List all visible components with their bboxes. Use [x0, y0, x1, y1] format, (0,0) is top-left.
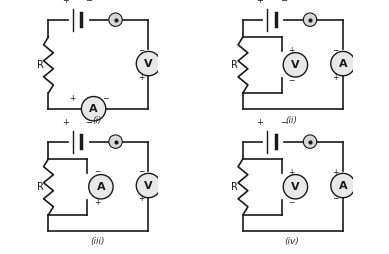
Circle shape [303, 135, 317, 148]
Text: −: − [138, 46, 144, 55]
Text: +: + [289, 168, 295, 177]
Text: −: − [280, 0, 287, 5]
Text: V: V [291, 182, 300, 192]
Text: (i): (i) [93, 116, 102, 124]
Circle shape [89, 174, 113, 199]
Circle shape [303, 13, 317, 26]
Text: R: R [231, 60, 238, 70]
Text: A: A [339, 181, 347, 190]
Text: +: + [138, 194, 144, 203]
Text: −: − [85, 0, 92, 5]
Text: +: + [70, 94, 76, 103]
Circle shape [109, 135, 122, 148]
Text: −: − [138, 168, 144, 177]
Text: R: R [37, 60, 44, 70]
Text: A: A [96, 182, 105, 192]
Text: A: A [339, 59, 347, 69]
Text: R: R [37, 182, 44, 192]
Text: −: − [333, 194, 339, 203]
Text: A: A [89, 104, 98, 114]
Text: (iii): (iii) [90, 237, 105, 246]
Text: V: V [144, 181, 153, 190]
Circle shape [136, 51, 161, 76]
Text: −: − [103, 94, 109, 103]
Circle shape [283, 53, 308, 77]
Text: +: + [138, 72, 144, 82]
Text: V: V [291, 60, 300, 70]
Circle shape [109, 13, 122, 26]
Text: −: − [333, 46, 339, 55]
Text: +: + [257, 0, 263, 5]
Text: −: − [280, 118, 287, 127]
Text: +: + [257, 118, 263, 127]
Circle shape [283, 174, 308, 199]
Text: V: V [144, 59, 153, 69]
Text: +: + [289, 46, 295, 55]
Circle shape [81, 97, 106, 121]
Text: +: + [62, 0, 69, 5]
Text: (ii): (ii) [286, 116, 298, 124]
Text: +: + [62, 118, 69, 127]
Text: +: + [333, 168, 339, 177]
Text: −: − [289, 198, 295, 207]
Text: (iv): (iv) [284, 237, 299, 246]
Text: +: + [94, 198, 100, 207]
Circle shape [331, 173, 355, 198]
Text: R: R [231, 182, 238, 192]
Text: −: − [94, 168, 100, 177]
Text: −: − [85, 118, 92, 127]
Circle shape [136, 173, 161, 198]
Text: −: − [289, 76, 295, 85]
Circle shape [331, 51, 355, 76]
Text: +: + [333, 72, 339, 82]
